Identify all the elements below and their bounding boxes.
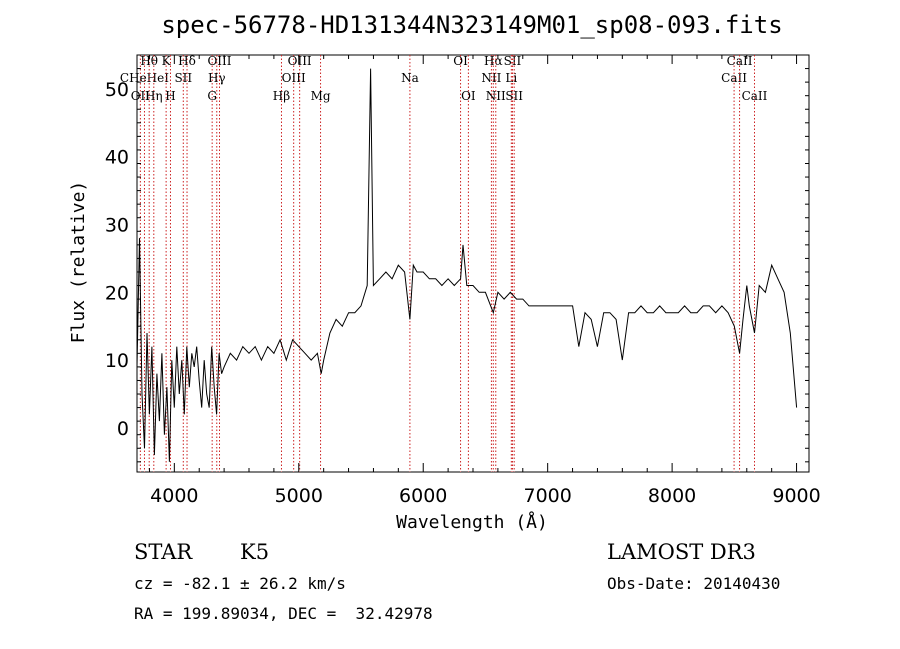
marker-label: K [162, 54, 172, 68]
marker-label: NII [481, 71, 501, 85]
marker-label: OI [453, 54, 468, 68]
marker-label: Mg [311, 89, 331, 103]
marker-label: Hγ [208, 71, 226, 85]
y-axis-label: Flux (relative) [68, 181, 89, 344]
y-tick-label: 20 [105, 282, 129, 304]
spectrum-line [136, 68, 798, 462]
marker-label: OIII [288, 54, 312, 68]
marker-label: Na [401, 71, 419, 85]
plot-frame [136, 54, 810, 473]
marker-label: Hα [484, 54, 503, 68]
marker-label: Hθ [140, 54, 158, 68]
x-tick-label: 7000 [523, 485, 571, 507]
coordinates-readout: RA = 199.89034, DEC = 32.42978 [134, 604, 433, 623]
x-axis-label: Wavelength (Å) [396, 511, 548, 533]
spectral-line-markers: OIICHeHeIHθHηKHSIIHδGHγOIIIHβOIIIOIIIMgN… [120, 54, 768, 472]
marker-label: NII [486, 89, 506, 103]
survey-name: LAMOST DR3 [607, 540, 756, 564]
marker-label: H [165, 89, 175, 103]
x-tick-label: 9000 [772, 485, 820, 507]
marker-label: Hδ [178, 54, 196, 68]
marker-label: Li [505, 71, 517, 85]
marker-label: OI [461, 89, 476, 103]
y-axis: 0 10 20 30 40 50 [105, 54, 809, 463]
marker-label: CaII [721, 71, 747, 85]
spectrum-chart: spec-56778-HD131344N323149M01_sp08-093.f… [68, 11, 821, 533]
x-tick-label: 5000 [275, 485, 323, 507]
observation-date: Obs-Date: 20140430 [607, 574, 781, 593]
marker-label: OIII [207, 54, 231, 68]
object-subclass: K5 [240, 540, 270, 564]
marker-label: CaII [742, 89, 768, 103]
marker-label: CHeHeI [120, 71, 169, 85]
marker-label: SII [174, 71, 192, 85]
marker-label: Hβ [273, 89, 290, 103]
x-axis: 4000 5000 6000 7000 8000 9000 [148, 55, 821, 507]
x-tick-label: 8000 [648, 485, 696, 507]
marker-label: OIII [282, 71, 306, 85]
y-tick-label: 10 [105, 350, 129, 372]
marker-label: Hη [145, 89, 163, 103]
y-tick-label: 50 [105, 79, 129, 101]
marker-label: SII [504, 54, 522, 68]
marker-label: G [207, 89, 217, 103]
redshift-readout: cz = -82.1 ± 26.2 km/s [134, 574, 346, 593]
y-tick-label: 40 [105, 147, 129, 169]
marker-label: SII [505, 89, 523, 103]
x-tick-label: 6000 [399, 485, 447, 507]
x-tick-label: 4000 [150, 485, 198, 507]
chart-title: spec-56778-HD131344N323149M01_sp08-093.f… [161, 11, 782, 39]
marker-label: CaII [727, 54, 753, 68]
y-tick-label: 30 [105, 215, 129, 237]
object-class: STAR [134, 540, 193, 564]
spectrum-series [136, 68, 798, 462]
y-tick-label: 0 [117, 418, 129, 440]
